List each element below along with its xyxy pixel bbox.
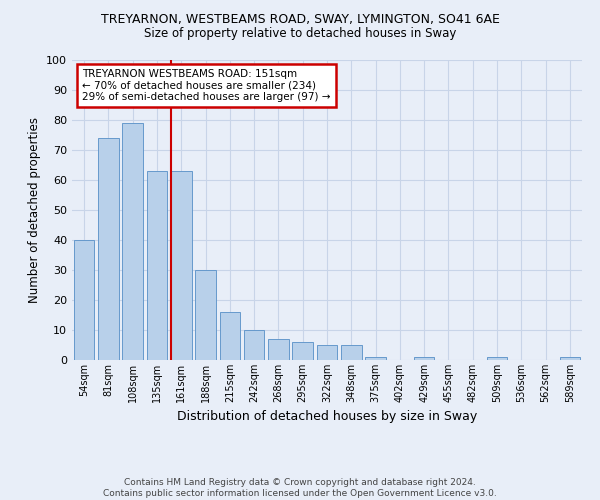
Bar [414,357,434,360]
Bar [341,345,362,360]
Bar [560,357,580,360]
Bar [122,123,143,360]
Bar [74,240,94,360]
Bar [98,138,119,360]
Bar [292,342,313,360]
Bar [220,312,240,360]
Bar [317,345,337,360]
Text: Contains HM Land Registry data © Crown copyright and database right 2024.
Contai: Contains HM Land Registry data © Crown c… [103,478,497,498]
Bar [146,171,167,360]
Bar [268,339,289,360]
Bar [244,330,265,360]
Text: Size of property relative to detached houses in Sway: Size of property relative to detached ho… [144,28,456,40]
Bar [365,357,386,360]
Text: TREYARNON, WESTBEAMS ROAD, SWAY, LYMINGTON, SO41 6AE: TREYARNON, WESTBEAMS ROAD, SWAY, LYMINGT… [101,12,499,26]
Y-axis label: Number of detached properties: Number of detached properties [28,117,41,303]
Bar [487,357,508,360]
Bar [195,270,216,360]
Text: TREYARNON WESTBEAMS ROAD: 151sqm
← 70% of detached houses are smaller (234)
29% : TREYARNON WESTBEAMS ROAD: 151sqm ← 70% o… [82,69,331,102]
X-axis label: Distribution of detached houses by size in Sway: Distribution of detached houses by size … [177,410,477,424]
Bar [171,171,191,360]
